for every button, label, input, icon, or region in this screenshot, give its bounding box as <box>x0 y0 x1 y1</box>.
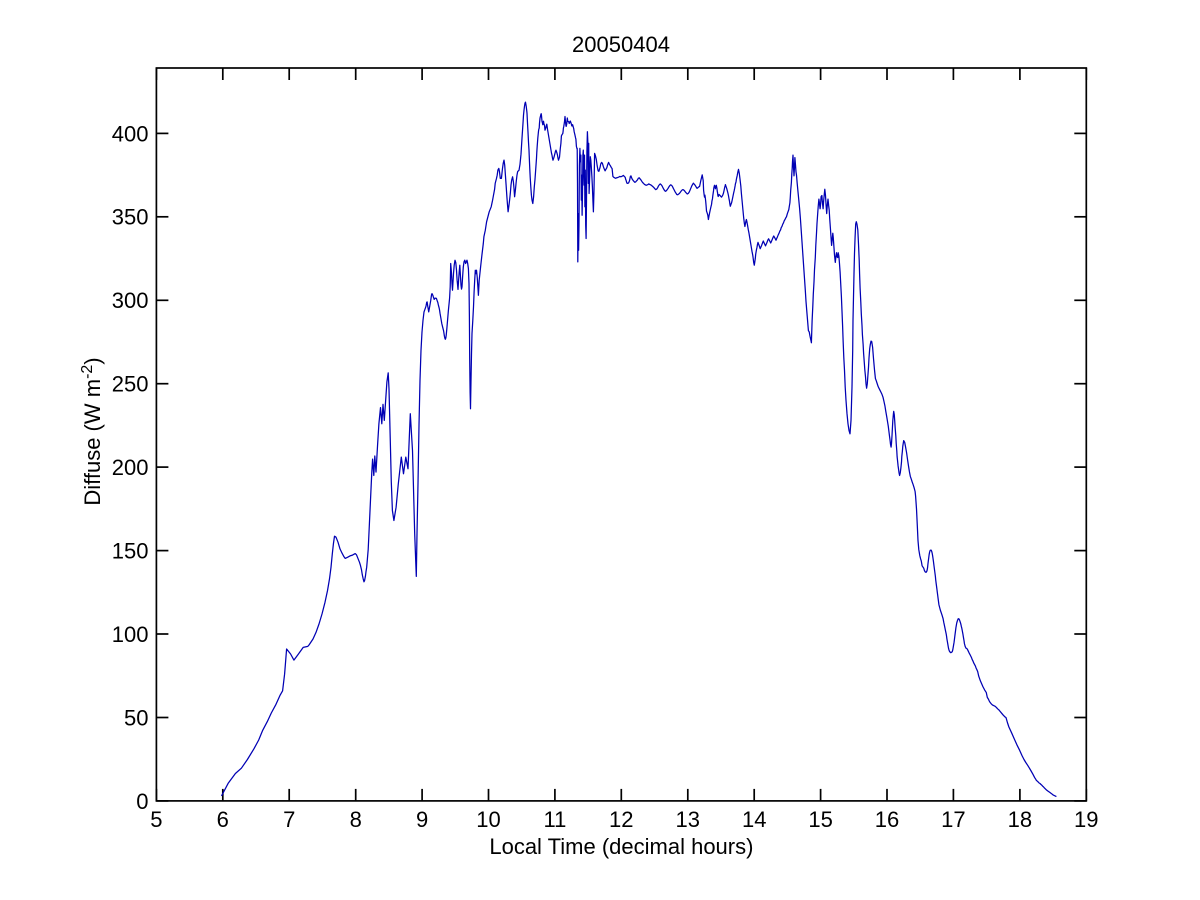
svg-text:400: 400 <box>112 121 149 146</box>
svg-text:9: 9 <box>416 807 428 832</box>
svg-text:Diffuse (W m-2): Diffuse (W m-2) <box>79 357 105 505</box>
svg-text:Local Time (decimal hours): Local Time (decimal hours) <box>489 834 753 859</box>
svg-text:13: 13 <box>676 807 700 832</box>
svg-text:50: 50 <box>124 705 148 730</box>
svg-text:150: 150 <box>112 539 149 564</box>
svg-text:200: 200 <box>112 455 149 480</box>
svg-text:5: 5 <box>150 807 162 832</box>
svg-text:12: 12 <box>609 807 633 832</box>
svg-text:100: 100 <box>112 622 149 647</box>
svg-text:16: 16 <box>875 807 899 832</box>
svg-text:11: 11 <box>543 807 566 832</box>
svg-text:20050404: 20050404 <box>572 32 670 57</box>
svg-text:350: 350 <box>112 205 149 230</box>
svg-text:19: 19 <box>1074 807 1098 832</box>
svg-text:18: 18 <box>1008 807 1032 832</box>
svg-text:14: 14 <box>742 807 766 832</box>
svg-text:6: 6 <box>217 807 229 832</box>
svg-text:300: 300 <box>112 288 149 313</box>
svg-text:250: 250 <box>112 372 149 397</box>
svg-text:17: 17 <box>941 807 965 832</box>
svg-text:8: 8 <box>350 807 362 832</box>
svg-text:15: 15 <box>808 807 832 832</box>
svg-text:10: 10 <box>476 807 500 832</box>
svg-text:7: 7 <box>283 807 295 832</box>
svg-text:0: 0 <box>136 789 148 814</box>
